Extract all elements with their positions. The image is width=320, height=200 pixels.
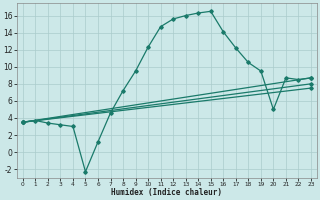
X-axis label: Humidex (Indice chaleur): Humidex (Indice chaleur) [111, 188, 222, 197]
